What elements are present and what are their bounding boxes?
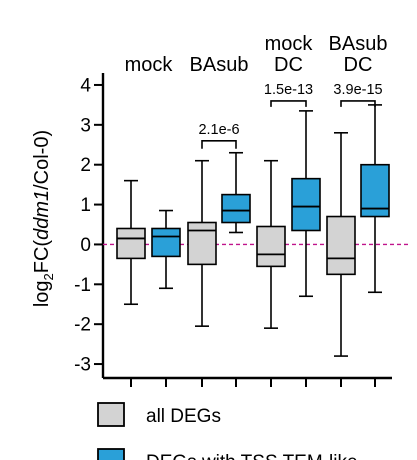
condition-label: BAsub	[329, 33, 388, 55]
legend-label: all DEGs	[146, 406, 221, 427]
legend-item: all DEGs	[97, 402, 221, 427]
condition-label: mock	[125, 54, 174, 76]
box-group	[116, 104, 390, 357]
legend: all DEGs DEGs with TSS TEM-like	[97, 402, 358, 460]
y-tick-label: 0	[80, 235, 91, 256]
y-tick-label: -3	[74, 355, 91, 376]
box-iqr	[291, 177, 321, 232]
box-1-0	[187, 159, 217, 327]
ylabel-italic: ddm1	[31, 190, 53, 240]
condition-label: DC	[274, 54, 303, 76]
box-iqr	[187, 221, 217, 266]
box-2-0	[256, 159, 286, 329]
condition-label: mock	[265, 33, 314, 55]
box-1-1	[221, 151, 251, 234]
y-tick-label: 2	[80, 155, 91, 176]
pvalue-label: 3.9e-15	[333, 82, 382, 98]
box-3-0	[326, 132, 356, 357]
pvalue-bracket: 1.5e-13	[264, 82, 313, 107]
box-iqr	[326, 215, 356, 276]
y-tick-label: -2	[74, 315, 91, 336]
box-0-0	[116, 179, 146, 306]
legend-label: DEGs with TSS TEM-like	[146, 452, 358, 460]
pvalue-bracket: 2.1e-6	[198, 122, 240, 149]
y-tick-label: -1	[74, 275, 91, 296]
bracket-line	[270, 100, 307, 107]
box-0-1	[151, 209, 181, 290]
bracket-line	[340, 100, 376, 107]
condition-label: BAsub	[190, 54, 249, 76]
box-iqr	[221, 193, 251, 224]
box-3-1	[360, 104, 390, 294]
box-iqr	[151, 227, 181, 258]
ylabel-fc: FC(	[31, 240, 53, 274]
condition-label: DC	[344, 54, 373, 76]
pvalue-label: 1.5e-13	[264, 82, 313, 98]
pvalue-annotations: 2.1e-6 1.5e-13 3.9e-15	[198, 82, 383, 149]
y-axis-label: log2FC(ddm1/Col-0)	[31, 130, 56, 307]
y-axis-label-text: log2FC(ddm1/Col-0)	[31, 130, 56, 307]
legend-item: DEGs with TSS TEM-like	[97, 448, 358, 460]
ylabel-log: log	[31, 280, 53, 307]
ylabel-suffix: /Col-0)	[31, 130, 53, 190]
y-tick-label: 1	[80, 195, 91, 216]
box-2-1	[291, 110, 321, 298]
pvalue-label: 2.1e-6	[198, 122, 239, 138]
legend-swatch	[97, 402, 125, 427]
box-iqr	[116, 227, 146, 260]
box-iqr	[256, 225, 286, 268]
legend-swatch	[97, 448, 125, 460]
y-tick-label: 4	[80, 75, 91, 96]
bracket-line	[201, 139, 237, 149]
y-tick-label: 3	[80, 115, 91, 136]
pvalue-bracket: 3.9e-15	[333, 82, 383, 107]
ylabel-sub: 2	[41, 273, 56, 280]
